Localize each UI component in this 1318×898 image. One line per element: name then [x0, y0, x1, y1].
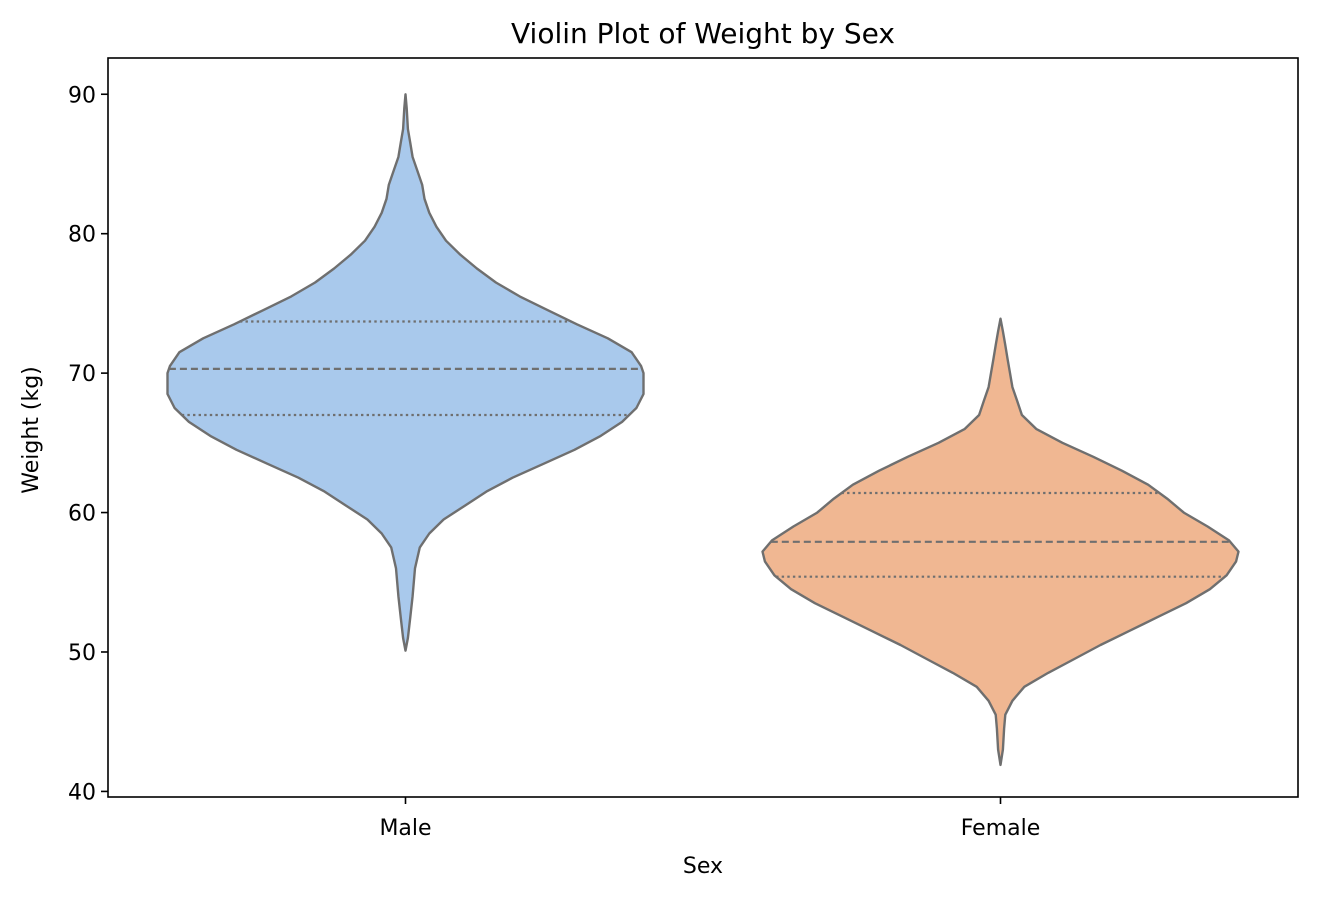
- y-tick-label: 50: [68, 641, 96, 666]
- violin-male: [166, 93, 645, 652]
- y-tick-label: 70: [68, 362, 96, 387]
- x-tick-label: Male: [379, 816, 431, 841]
- y-tick-label: 80: [68, 223, 96, 248]
- violin-female: [761, 317, 1240, 767]
- chart-title: Violin Plot of Weight by Sex: [511, 17, 895, 50]
- x-axis-label: Sex: [683, 854, 723, 879]
- plot-frame: [107, 57, 1299, 798]
- y-tick-label: 90: [68, 83, 96, 108]
- x-tick-label: Female: [961, 816, 1041, 841]
- violin-group: [166, 93, 1240, 767]
- y-tick-label: 60: [68, 502, 96, 527]
- x-axis: Male Female: [379, 797, 1040, 841]
- y-axis-label: Weight (kg): [19, 366, 44, 494]
- y-tick-label: 40: [68, 780, 96, 805]
- y-axis: 40 50 60 70 80 90: [68, 83, 108, 805]
